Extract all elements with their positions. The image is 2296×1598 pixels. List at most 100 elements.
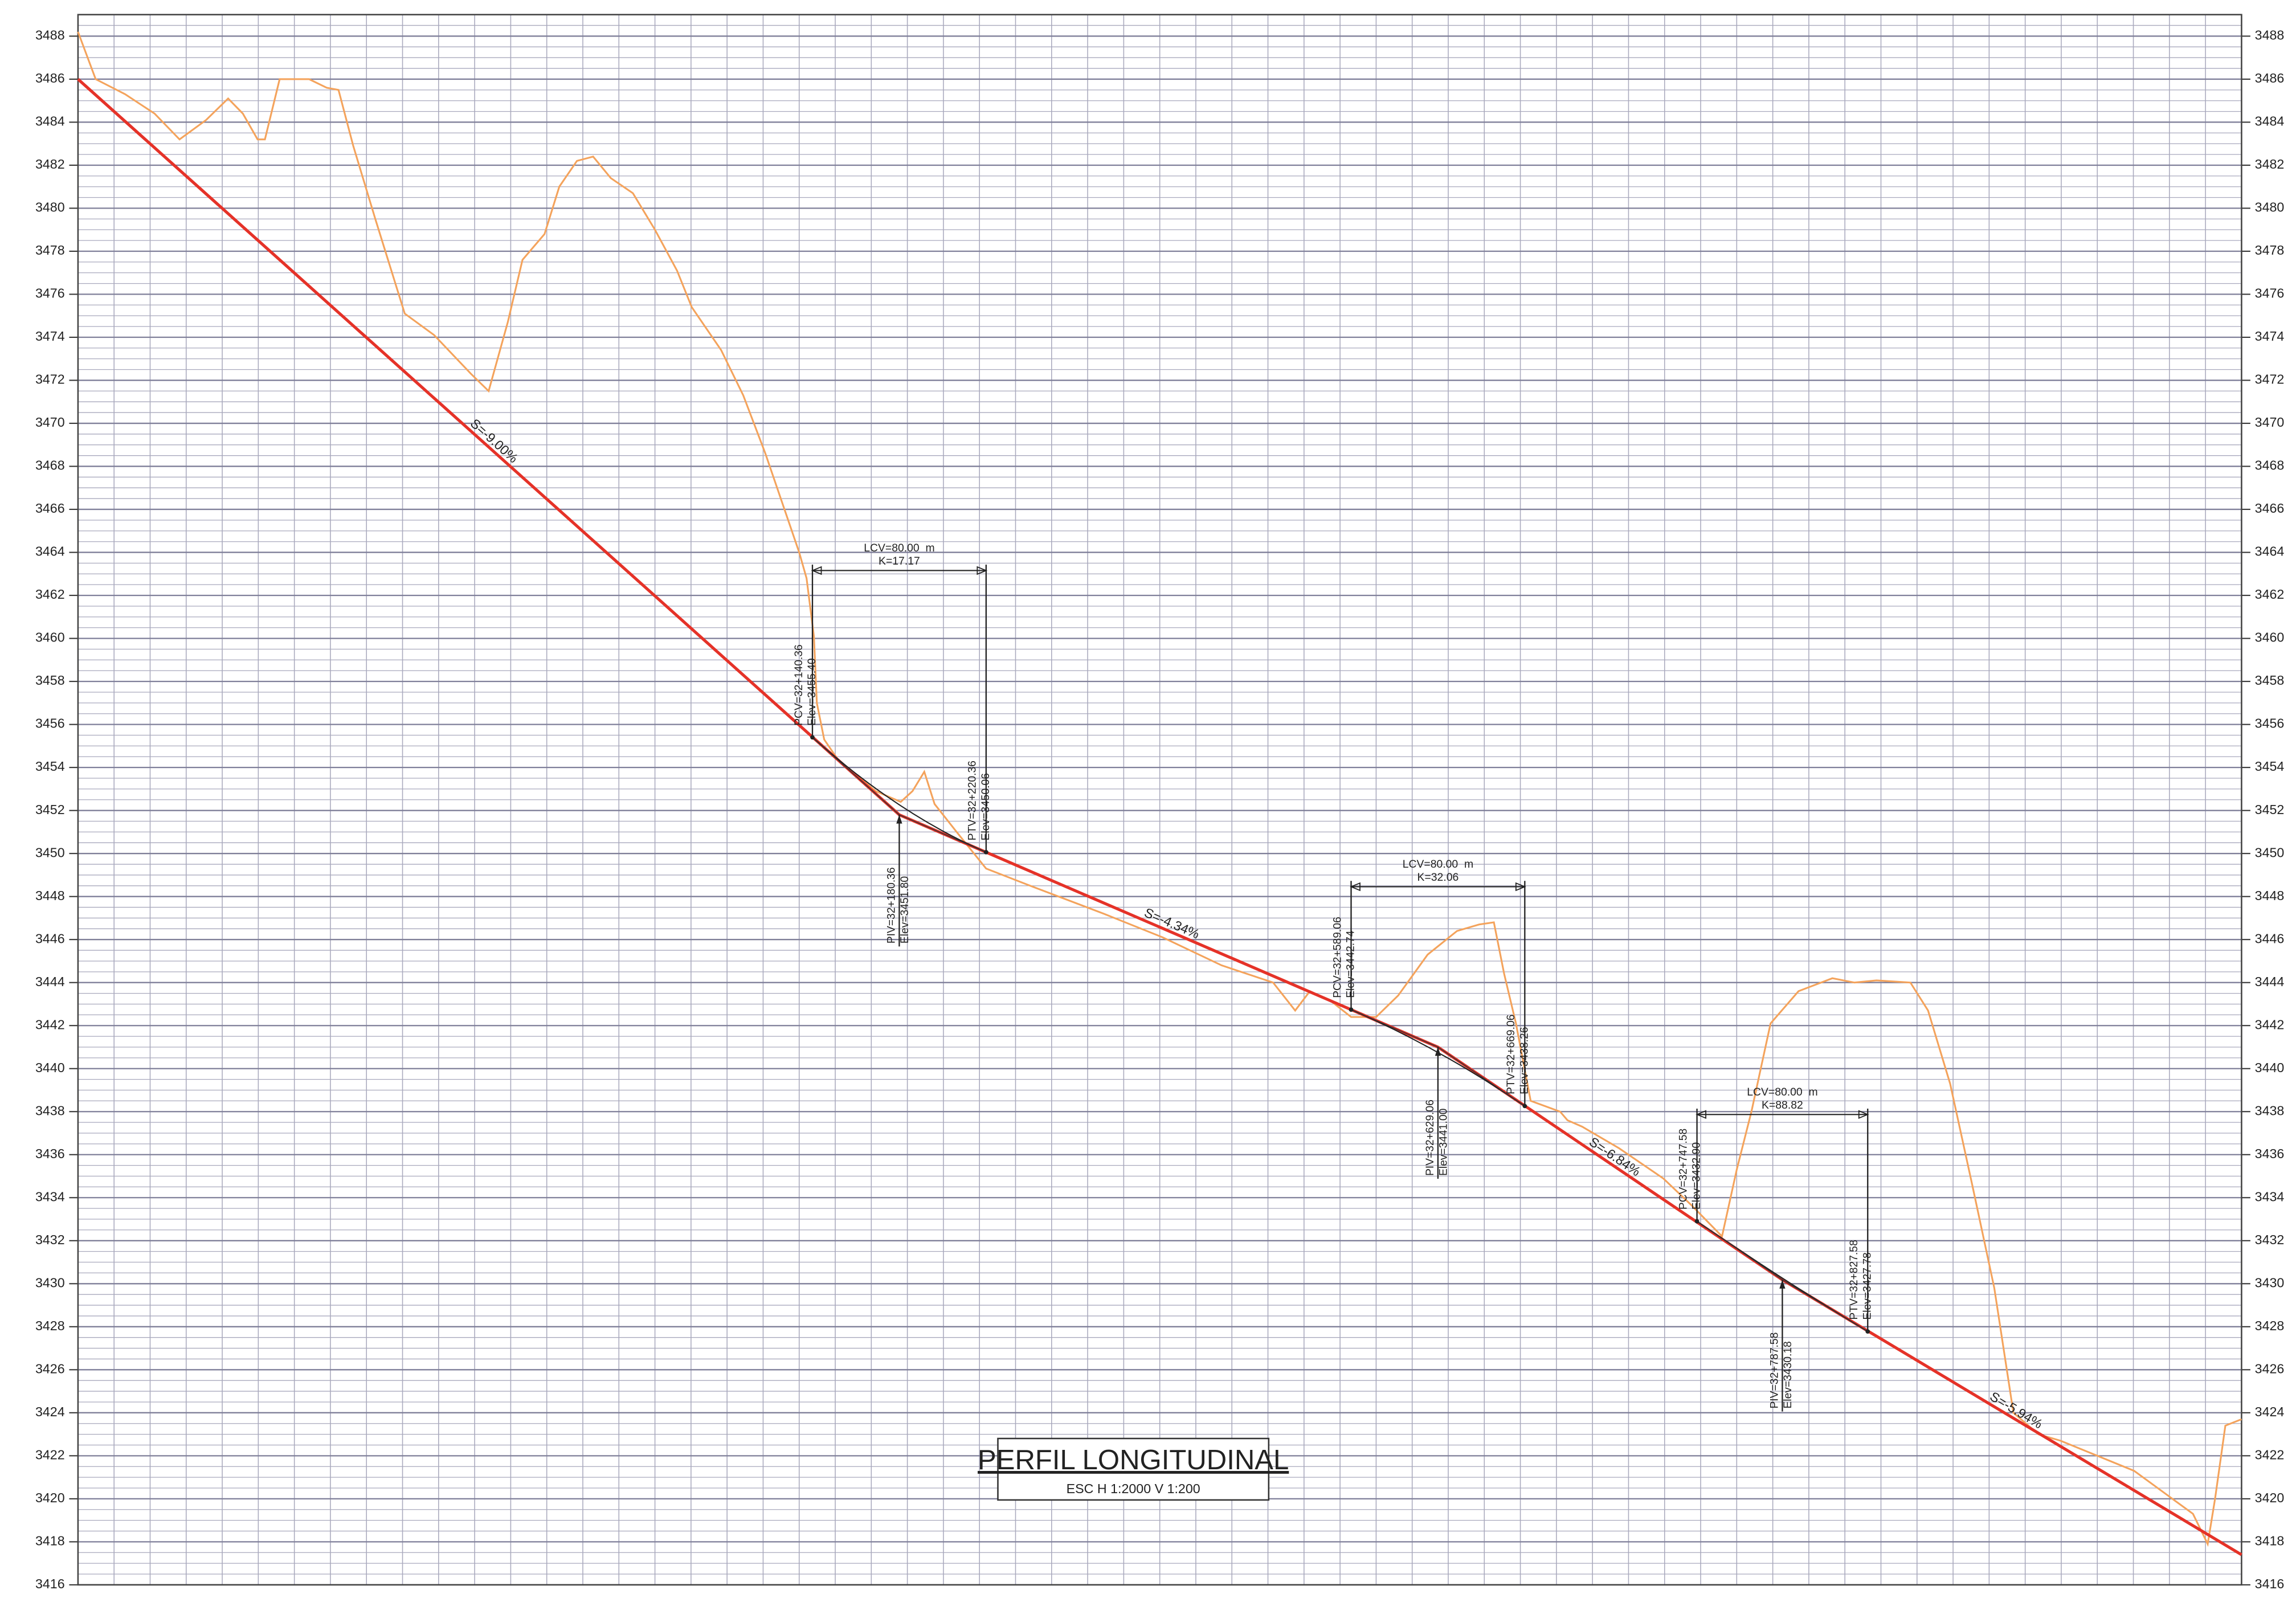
title-box (997, 1437, 1270, 1501)
y-tick-label-right: 3460 (2255, 630, 2285, 645)
station-point (1349, 1007, 1354, 1012)
y-tick-label-right: 3482 (2255, 157, 2285, 171)
dimension-arrow (1696, 1110, 1869, 1119)
station-point (1694, 1219, 1699, 1224)
y-tick-label: 3450 (35, 845, 65, 860)
y-tick-label-right: 3424 (2255, 1404, 2285, 1419)
station-label: PTV=32+220.36 (967, 761, 979, 840)
y-tick-label-right: 3422 (2255, 1448, 2285, 1462)
y-tick-label-right: 3446 (2255, 931, 2285, 946)
y-tick-label: 3462 (35, 587, 65, 602)
lcv-label: LCV=80.00 m (864, 542, 934, 554)
station-point (983, 850, 988, 855)
ground-line (77, 31, 2242, 1547)
elev-label: Elev=3427.78 (1861, 1252, 1873, 1319)
y-tick-label-right: 3470 (2255, 415, 2285, 430)
station-label: PIV=32+787.58 (1769, 1333, 1781, 1409)
lcv-label: LCV=80.00 m (1747, 1086, 1817, 1098)
elev-label: Elev=3442.74 (1345, 930, 1357, 998)
y-tick-label: 3464 (35, 544, 65, 559)
y-tick-label-right: 3486 (2255, 71, 2285, 85)
y-tick-label-right: 3448 (2255, 888, 2285, 903)
station-label: PTV=32+669.06 (1505, 1015, 1517, 1094)
y-tick-label-right: 3484 (2255, 114, 2285, 129)
y-tick-label: 3458 (35, 673, 65, 688)
y-tick-label: 3456 (35, 716, 65, 731)
elev-label: Elev=3450.06 (980, 773, 992, 840)
y-tick-label-right: 3456 (2255, 716, 2285, 731)
station-point (810, 735, 815, 740)
y-tick-label-right: 3434 (2255, 1189, 2285, 1204)
y-tick-label: 3426 (35, 1361, 65, 1376)
y-tick-label: 3468 (35, 458, 65, 473)
piv-arrow (1779, 1280, 1786, 1289)
y-tick-label: 3438 (35, 1103, 65, 1118)
elev-label: Elev=3432.90 (1691, 1142, 1703, 1209)
dimension-arrow (811, 566, 988, 575)
y-tick-label: 3470 (35, 415, 65, 430)
y-tick-label-right: 3450 (2255, 845, 2285, 860)
y-tick-label-right: 3438 (2255, 1103, 2285, 1118)
y-tick-label-right: 3476 (2255, 286, 2285, 301)
y-tick-label-right: 3458 (2255, 673, 2285, 688)
y-tick-label-right: 3430 (2255, 1275, 2285, 1290)
y-tick-label-right: 3472 (2255, 372, 2285, 387)
y-tick-label: 3444 (35, 974, 65, 989)
station-label: PIV=32+629.06 (1424, 1100, 1436, 1176)
y-tick-label-right: 3466 (2255, 501, 2285, 516)
k-label: K=17.17 (879, 555, 920, 567)
y-tick-label: 3422 (35, 1448, 65, 1462)
tangent-lines (1697, 1221, 1868, 1332)
dimension-arrow (1350, 882, 1526, 892)
y-tick-label-right: 3416 (2255, 1576, 2285, 1591)
k-label: K=88.82 (1762, 1100, 1803, 1111)
y-tick-label: 3466 (35, 501, 65, 516)
y-tick-label-right: 3454 (2255, 759, 2285, 774)
y-tick-label-right: 3478 (2255, 243, 2285, 258)
tangent-lines (812, 737, 987, 853)
y-tick-label-right: 3480 (2255, 200, 2285, 215)
y-tick-label-right: 3432 (2255, 1232, 2285, 1247)
station-label: PIV=32+180.36 (886, 867, 898, 943)
y-tick-label: 3430 (35, 1275, 65, 1290)
k-label: K=32.06 (1417, 872, 1459, 884)
y-tick-label-right: 3420 (2255, 1490, 2285, 1505)
y-tick-label-right: 3440 (2255, 1060, 2285, 1075)
y-tick-label: 3472 (35, 372, 65, 387)
lcv-label: LCV=80.00 m (1403, 859, 1473, 870)
y-tick-label: 3446 (35, 931, 65, 946)
y-tick-label: 3418 (35, 1534, 65, 1548)
y-tick-label-right: 3462 (2255, 587, 2285, 602)
y-tick-label: 3432 (35, 1232, 65, 1247)
y-tick-label: 3436 (35, 1146, 65, 1161)
station-point (1522, 1104, 1527, 1109)
y-tick-label-right: 3474 (2255, 329, 2285, 344)
station-label: PCV=32+747.58 (1677, 1129, 1689, 1209)
station-point (1865, 1329, 1870, 1334)
plot-frame (77, 14, 2242, 1586)
station-label: PCV=32+140.36 (793, 644, 805, 725)
y-tick-label: 3452 (35, 802, 65, 817)
y-tick-label-right: 3442 (2255, 1017, 2285, 1032)
y-tick-label-right: 3418 (2255, 1534, 2285, 1548)
y-tick-label: 3480 (35, 200, 65, 215)
y-tick-label-right: 3444 (2255, 974, 2285, 989)
y-tick-label: 3478 (35, 243, 65, 258)
chart-subtitle: ESC H 1:2000 V 1:200 (1067, 1481, 1200, 1496)
y-tick-label: 3482 (35, 157, 65, 171)
piv-arrow (1435, 1047, 1441, 1056)
y-tick-label-right: 3436 (2255, 1146, 2285, 1161)
piv-arrow (896, 815, 902, 824)
elev-label: Elev=3451.80 (899, 876, 911, 943)
elev-label: Elev=3438.26 (1518, 1027, 1530, 1094)
y-tick-label: 3428 (35, 1318, 65, 1333)
y-tick-label: 3474 (35, 329, 65, 344)
y-tick-label-right: 3452 (2255, 802, 2285, 817)
station-label: PTV=32+827.58 (1848, 1240, 1860, 1319)
y-tick-label: 3486 (35, 71, 65, 85)
y-tick-label: 3460 (35, 630, 65, 645)
y-tick-label-right: 3428 (2255, 1318, 2285, 1333)
